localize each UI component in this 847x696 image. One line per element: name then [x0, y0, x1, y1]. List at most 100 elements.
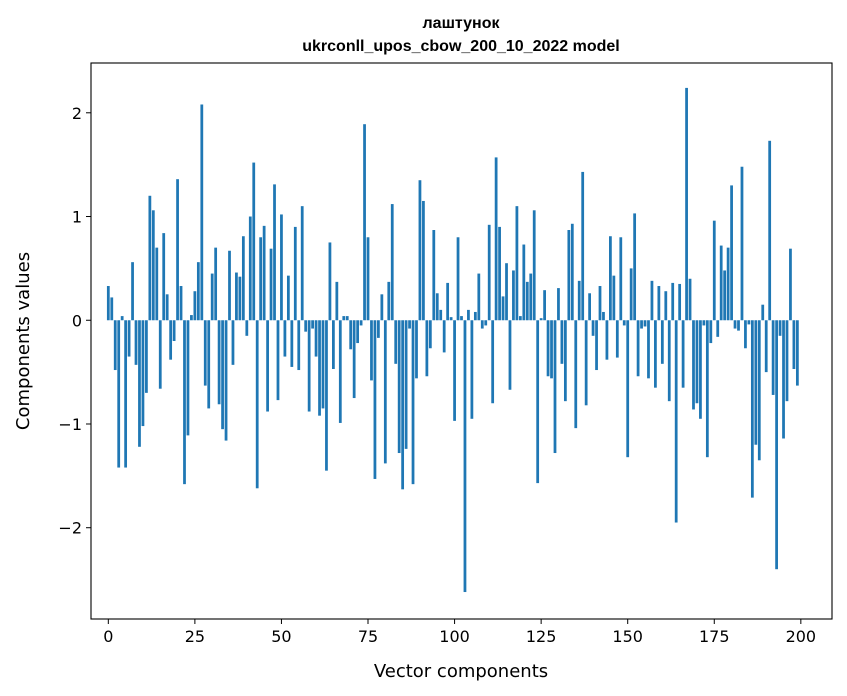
bar-120 — [522, 244, 526, 321]
bar-92 — [425, 320, 429, 377]
plot-frame — [90, 62, 833, 620]
bar-152 — [633, 213, 637, 321]
bar-88 — [411, 320, 415, 485]
bar-113 — [498, 226, 501, 321]
bar-161 — [664, 291, 668, 321]
bar-176 — [716, 320, 720, 337]
bar-191 — [768, 140, 772, 321]
bar-45 — [262, 225, 266, 321]
bar-149 — [622, 320, 626, 326]
bar-109 — [484, 320, 488, 326]
bar-190 — [764, 320, 768, 373]
bar-140 — [591, 320, 595, 336]
bar-25 — [193, 291, 197, 321]
bar-98 — [446, 282, 450, 321]
y-tick-label: 2 — [72, 104, 82, 123]
bar-52 — [286, 275, 290, 321]
bar-0 — [106, 286, 110, 321]
bar-56 — [300, 206, 304, 321]
bar-96 — [439, 309, 443, 321]
bar-23 — [186, 320, 190, 436]
bar-33 — [221, 320, 224, 430]
bar-193 — [775, 320, 778, 570]
bar-155 — [643, 320, 647, 327]
bar-147 — [615, 320, 619, 358]
bar-15 — [158, 320, 162, 389]
bar-73 — [359, 320, 363, 326]
bar-38 — [238, 276, 242, 321]
bar-1 — [110, 297, 114, 321]
bar-70 — [349, 320, 353, 350]
bar-72 — [356, 320, 360, 344]
bar-127 — [546, 320, 550, 377]
x-tick-label: 150 — [612, 627, 643, 646]
bar-78 — [377, 320, 380, 338]
bar-44 — [259, 237, 263, 321]
bar-175 — [712, 220, 716, 321]
bar-115 — [505, 263, 508, 321]
bar-41 — [248, 216, 252, 321]
bar-162 — [667, 320, 671, 402]
bars-group — [106, 87, 799, 593]
bar-166 — [681, 320, 685, 388]
bar-184 — [744, 320, 747, 349]
bar-169 — [692, 320, 695, 410]
bar-28 — [203, 320, 207, 386]
bar-172 — [702, 320, 706, 326]
bar-199 — [795, 320, 799, 386]
bar-114 — [501, 296, 505, 321]
bar-135 — [574, 320, 578, 429]
x-tick-label: 200 — [786, 627, 817, 646]
bar-168 — [688, 278, 692, 321]
bar-86 — [404, 320, 408, 449]
bar-99 — [449, 317, 453, 321]
bar-11 — [145, 320, 148, 393]
bar-145 — [609, 236, 612, 321]
bar-69 — [345, 316, 349, 321]
bar-37 — [235, 272, 238, 321]
bar-80 — [383, 320, 387, 464]
y-axis-ticks: −2 −1 0 1 2 — [58, 104, 91, 538]
bar-136 — [577, 280, 581, 321]
bar-106 — [473, 311, 477, 321]
bar-108 — [480, 320, 484, 329]
bar-94 — [432, 230, 436, 321]
bar-165 — [678, 283, 682, 321]
bar-110 — [487, 224, 491, 321]
bar-8 — [134, 320, 138, 365]
x-tick-label: 25 — [185, 627, 205, 646]
bar-137 — [581, 171, 585, 321]
bar-154 — [640, 320, 643, 329]
bar-151 — [629, 268, 633, 321]
bar-21 — [179, 286, 183, 321]
bar-29 — [207, 320, 211, 409]
bar-131 — [560, 320, 564, 364]
bar-64 — [328, 242, 332, 321]
bar-164 — [674, 320, 678, 523]
bar-187 — [754, 320, 758, 445]
bar-97 — [442, 320, 446, 353]
bar-177 — [719, 245, 723, 321]
bar-112 — [494, 157, 498, 321]
bar-189 — [761, 304, 765, 321]
bar-102 — [460, 316, 463, 321]
bar-183 — [740, 166, 744, 321]
bar-130 — [557, 288, 560, 321]
bar-42 — [252, 162, 256, 321]
bar-39 — [241, 236, 245, 321]
x-tick-label: 175 — [699, 627, 730, 646]
bar-43 — [255, 320, 259, 489]
bar-62 — [321, 320, 325, 409]
bar-180 — [730, 185, 733, 321]
bar-195 — [782, 320, 785, 439]
bar-31 — [214, 247, 218, 321]
bar-171 — [699, 320, 702, 419]
bar-71 — [352, 320, 356, 399]
bar-18 — [169, 320, 173, 360]
bar-60 — [314, 320, 318, 357]
chart-title: лаштунок — [423, 15, 501, 32]
bar-142 — [598, 286, 602, 321]
bar-181 — [733, 320, 737, 329]
bar-197 — [789, 248, 792, 321]
